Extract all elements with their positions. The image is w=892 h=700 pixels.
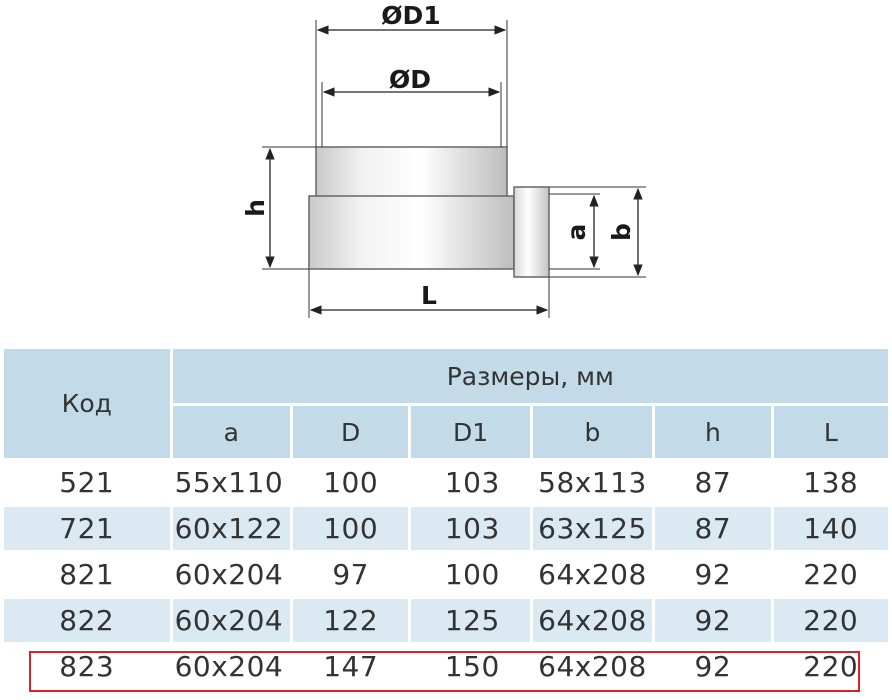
extension-lines [262,20,646,318]
dimensions-table: Код Размеры, мм a D D1 b h L 521 55x110 … [1,346,891,691]
outlet-flange-shape [513,186,550,278]
table-row: 521 55x110 100 103 58x113 87 138 [4,461,888,504]
cell-d: 100 [323,466,379,499]
cell-code: 721 [4,507,170,550]
cell-d1: 125 [411,599,530,642]
cell-d1: 150 [444,650,500,683]
cell-d1: 100 [444,558,500,591]
header-dimensions: Размеры, мм [172,349,888,403]
cell-d1: 103 [411,507,530,550]
cell-a: 60x204 [174,650,284,683]
table-row-highlighted: 823 60x204 147 150 64x208 92 220 [4,645,888,688]
cell-code: 821 [59,558,115,591]
label-d1: ØD1 [381,1,440,30]
cell-h: 92 [694,650,732,683]
cell-b: 63x125 [532,507,653,550]
cell-d: 97 [332,558,369,591]
col-header-a: a [172,406,290,458]
cell-d1: 103 [444,466,500,499]
col-header-b: b [532,406,653,458]
col-header-d1: D1 [411,406,530,458]
cell-h: 92 [694,558,732,591]
col-header-l: L [773,406,888,458]
cell-code: 823 [59,650,115,683]
col-header-h: h [655,406,771,458]
cell-l: 140 [773,507,888,550]
label-a: a [562,224,591,241]
cell-l: 220 [773,599,888,642]
cell-b: 58x113 [538,466,647,499]
label-h: h [241,199,270,217]
table-row: 822 60x204 122 125 64x208 92 220 [4,599,888,642]
table-row: 821 60x204 97 100 64x208 92 220 [4,553,888,596]
cell-code: 521 [59,466,115,499]
technical-drawing: ØD1 ØD h a b L [241,1,646,318]
cell-a: 55x110 [174,466,284,499]
cell-b: 64x208 [538,650,647,683]
table-row: 721 60x122 100 103 63x125 87 140 [4,507,888,550]
cell-d: 122 [292,599,409,642]
label-d: ØD [389,65,431,94]
cell-l: 220 [803,558,859,591]
cell-a: 60x204 [174,558,284,591]
lower-body-shape [308,195,515,270]
cell-h: 87 [655,507,771,550]
cell-b: 64x208 [538,558,647,591]
col-header-d: D [292,406,409,458]
cell-b: 64x208 [532,599,653,642]
label-b: b [607,223,636,241]
cell-h: 92 [655,599,771,642]
cell-a: 60x122 [172,507,290,550]
upper-cylinder-shape [315,146,508,198]
cell-d: 100 [292,507,409,550]
cell-a: 60x204 [172,599,290,642]
cell-h: 87 [694,466,732,499]
label-l: L [421,281,437,310]
header-code: Код [4,349,170,458]
cell-l: 138 [803,466,859,499]
cell-d: 147 [323,650,379,683]
cell-code: 822 [4,599,170,642]
cell-l: 220 [803,650,859,683]
